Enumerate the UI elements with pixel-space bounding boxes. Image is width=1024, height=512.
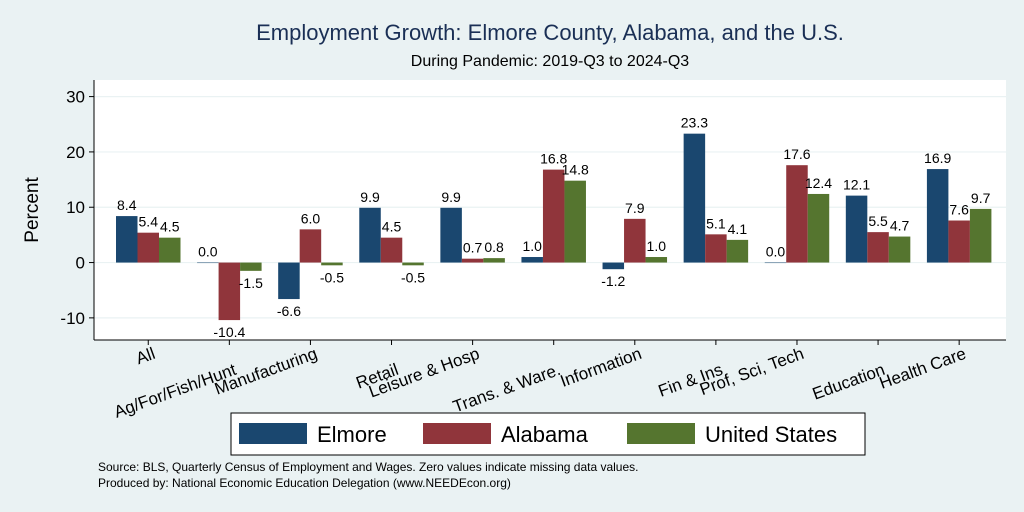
bar-united-states-retail bbox=[402, 262, 424, 266]
data-label-alabama-ag-for-fish-hunt: -10.4 bbox=[213, 324, 245, 340]
data-label-elmore-information: -1.2 bbox=[601, 273, 625, 289]
bar-united-states-prof-sci-tech bbox=[807, 193, 830, 263]
legend: Elmore Alabama United States bbox=[230, 412, 866, 456]
legend-swatch-alabama bbox=[423, 423, 491, 444]
bar-alabama-ag-for-fish-hunt bbox=[218, 262, 241, 321]
bar-alabama-leisure-hosp bbox=[461, 258, 484, 263]
data-label-elmore-retail: 9.9 bbox=[360, 189, 380, 205]
data-label-elmore-leisure-hosp: 9.9 bbox=[441, 189, 461, 205]
bar-alabama-health-care bbox=[948, 220, 970, 263]
data-label-alabama-retail: 4.5 bbox=[382, 219, 402, 235]
bar-united-states-all bbox=[159, 237, 181, 263]
bar-united-states-information bbox=[645, 257, 668, 263]
bar-united-states-health-care bbox=[969, 208, 992, 263]
bar-elmore-fin-ins bbox=[683, 133, 706, 263]
legend-label-elmore: Elmore bbox=[317, 422, 387, 447]
x-tick-label-health-care: Health Care bbox=[877, 344, 969, 393]
data-label-united-states-trans-ware: 14.8 bbox=[562, 162, 589, 178]
bar-series bbox=[116, 133, 992, 321]
produced-by-note: Produced by: National Economic Education… bbox=[98, 476, 511, 490]
data-label-alabama-fin-ins: 5.1 bbox=[706, 215, 726, 231]
data-label-united-states-education: 4.7 bbox=[890, 218, 910, 234]
bar-alabama-information bbox=[624, 218, 646, 263]
data-label-united-states-ag-for-fish-hunt: -1.5 bbox=[239, 275, 263, 291]
data-label-elmore-trans-ware: 1.0 bbox=[522, 238, 542, 254]
source-note: Source: BLS, Quarterly Census of Employm… bbox=[98, 460, 638, 474]
bar-elmore-information bbox=[602, 262, 625, 270]
data-label-united-states-information: 1.0 bbox=[647, 238, 667, 254]
legend-box bbox=[230, 412, 866, 456]
data-label-alabama-information: 7.9 bbox=[625, 200, 645, 216]
bar-united-states-fin-ins bbox=[726, 239, 749, 263]
data-label-alabama-prof-sci-tech: 17.6 bbox=[783, 146, 810, 162]
legend-swatch-elmore bbox=[239, 423, 307, 444]
bar-elmore-manufacturing bbox=[278, 262, 300, 300]
data-label-elmore-education: 12.1 bbox=[843, 177, 870, 193]
data-label-united-states-manufacturing: -0.5 bbox=[320, 269, 344, 285]
legend-label-united-states: United States bbox=[705, 422, 837, 447]
data-label-elmore-all: 8.4 bbox=[117, 197, 137, 213]
data-label-alabama-health-care: 7.6 bbox=[949, 202, 969, 218]
data-label-elmore-manufacturing: -6.6 bbox=[277, 303, 301, 319]
y-tick-label: 0 bbox=[76, 254, 85, 273]
bar-elmore-health-care bbox=[926, 169, 949, 263]
bar-alabama-all bbox=[137, 232, 159, 263]
data-label-elmore-prof-sci-tech: 0.0 bbox=[766, 244, 786, 260]
data-label-alabama-trans-ware: 16.8 bbox=[540, 151, 567, 167]
bar-elmore-leisure-hosp bbox=[440, 207, 462, 263]
y-tick-label: 30 bbox=[66, 88, 85, 107]
bar-alabama-trans-ware bbox=[542, 169, 565, 263]
x-tick-label-all: All bbox=[133, 344, 157, 368]
x-tick-label-education: Education bbox=[810, 360, 888, 404]
bar-elmore-retail bbox=[359, 207, 381, 263]
data-label-elmore-health-care: 16.9 bbox=[924, 150, 951, 166]
data-label-alabama-manufacturing: 6.0 bbox=[301, 210, 321, 226]
y-tick-label: 10 bbox=[66, 198, 85, 217]
data-label-alabama-all: 5.4 bbox=[139, 214, 159, 230]
data-label-elmore-ag-for-fish-hunt: 0.0 bbox=[198, 244, 218, 260]
y-tick-label: -10 bbox=[60, 309, 85, 328]
x-tick-label-information: Information bbox=[558, 344, 644, 391]
bar-elmore-education bbox=[845, 195, 868, 263]
bar-elmore-prof-sci-tech bbox=[764, 262, 787, 264]
data-label-alabama-education: 5.5 bbox=[868, 213, 888, 229]
bar-alabama-manufacturing bbox=[299, 229, 322, 263]
bar-elmore-all bbox=[116, 216, 138, 263]
chart-title: Employment Growth: Elmore County, Alabam… bbox=[256, 20, 844, 45]
bar-alabama-fin-ins bbox=[705, 234, 727, 263]
chart-subtitle: During Pandemic: 2019-Q3 to 2024-Q3 bbox=[411, 53, 689, 70]
bar-elmore-ag-for-fish-hunt bbox=[197, 262, 219, 264]
bar-alabama-prof-sci-tech bbox=[786, 165, 808, 263]
bar-alabama-education bbox=[867, 232, 889, 263]
y-axis-label: Percent bbox=[22, 177, 43, 243]
bar-alabama-retail bbox=[380, 237, 403, 263]
data-label-united-states-retail: -0.5 bbox=[401, 269, 425, 285]
legend-label-alabama: Alabama bbox=[501, 422, 589, 447]
data-label-united-states-fin-ins: 4.1 bbox=[728, 221, 748, 237]
legend-swatch-united-states bbox=[627, 423, 695, 444]
data-label-united-states-health-care: 9.7 bbox=[971, 190, 991, 206]
y-tick-label: 20 bbox=[66, 143, 85, 162]
data-labels: 8.45.4 4.50.0-10.4-1.5-6.66.0-0.59.94.5-0… bbox=[117, 115, 991, 340]
data-label-united-states-leisure-hosp: 0.8 bbox=[484, 239, 504, 255]
x-tick-label-trans-ware: Trans. & Ware. bbox=[450, 360, 563, 417]
bar-united-states-education bbox=[888, 236, 911, 263]
bar-united-states-ag-for-fish-hunt bbox=[240, 262, 262, 271]
bar-united-states-trans-ware bbox=[564, 180, 586, 263]
bar-elmore-trans-ware bbox=[521, 257, 543, 263]
data-label-united-states-prof-sci-tech: 12.4 bbox=[805, 175, 832, 191]
bar-united-states-leisure-hosp bbox=[483, 258, 505, 263]
data-label-alabama-leisure-hosp: 0.7 bbox=[463, 240, 483, 256]
y-axis-ticks: -10 0 10 20 30 bbox=[60, 88, 94, 328]
data-label-elmore-fin-ins: 23.3 bbox=[681, 115, 708, 131]
bar-united-states-manufacturing bbox=[321, 262, 343, 266]
data-label-united-states-all: 4.5 bbox=[160, 219, 180, 235]
